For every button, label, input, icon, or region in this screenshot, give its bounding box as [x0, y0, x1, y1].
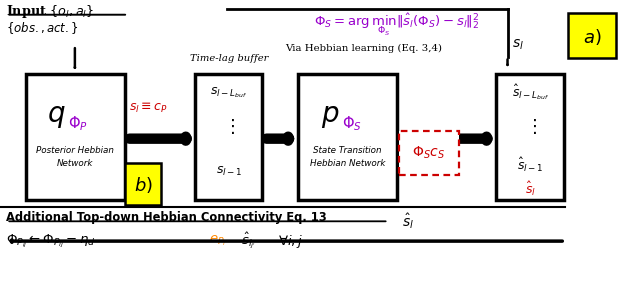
- Text: Time-lag buffer: Time-lag buffer: [190, 54, 268, 63]
- Text: $\Phi_P$: $\Phi_P$: [68, 115, 88, 133]
- Text: $\hat{s}_l$: $\hat{s}_l$: [403, 212, 414, 231]
- FancyBboxPatch shape: [496, 74, 564, 200]
- Text: $b)$: $b)$: [134, 175, 153, 195]
- Text: $s_l$: $s_l$: [512, 37, 524, 52]
- Text: State Transition: State Transition: [313, 146, 382, 155]
- Text: $\vdots$: $\vdots$: [223, 117, 235, 136]
- Text: $\{obs., act.\}$: $\{obs., act.\}$: [6, 20, 79, 36]
- Text: $s_{l-L_{buf}}$: $s_{l-L_{buf}}$: [211, 85, 248, 100]
- Text: Input $\{o_l, a_l\}$: Input $\{o_l, a_l\}$: [6, 3, 95, 20]
- Text: Via Hebbian learning (Eq. 3,4): Via Hebbian learning (Eq. 3,4): [285, 44, 442, 53]
- FancyBboxPatch shape: [26, 74, 125, 200]
- Text: $p$: $p$: [321, 102, 340, 130]
- Text: $\hat{s}_{l-1}$: $\hat{s}_{l-1}$: [517, 156, 544, 174]
- Text: $\vdots$: $\vdots$: [525, 117, 536, 136]
- Text: $\forall i, j$: $\forall i, j$: [278, 233, 303, 250]
- Text: $a)$: $a)$: [583, 27, 601, 47]
- Text: $e_{P_i}$: $e_{P_i}$: [209, 234, 227, 248]
- Text: $\hat{s}_{l_{j'}}$: $\hat{s}_{l_{j'}}$: [241, 231, 256, 251]
- Text: $s_l \equiv c_P$: $s_l \equiv c_P$: [129, 101, 168, 115]
- Text: $\hat{s}_l$: $\hat{s}_l$: [525, 180, 536, 198]
- Text: Posterior Hebbian: Posterior Hebbian: [36, 146, 114, 155]
- Text: $\hat{s}_{l-L_{buf}}$: $\hat{s}_{l-L_{buf}}$: [512, 83, 549, 102]
- Text: Hebbian Network: Hebbian Network: [310, 159, 385, 168]
- FancyBboxPatch shape: [125, 163, 161, 205]
- FancyBboxPatch shape: [298, 74, 397, 200]
- Text: Network: Network: [56, 159, 93, 168]
- Text: $\Phi_S = \arg\min_{\Phi_S}\|\hat{s}_l(\Phi_S) - s_l\|_2^2$: $\Phi_S = \arg\min_{\Phi_S}\|\hat{s}_l(\…: [314, 12, 479, 38]
- Text: $\Phi_S c_S$: $\Phi_S c_S$: [412, 145, 445, 161]
- FancyBboxPatch shape: [195, 74, 262, 200]
- FancyBboxPatch shape: [399, 131, 459, 175]
- Text: Additional Top-down Hebbian Connectivity Eq. 13: Additional Top-down Hebbian Connectivity…: [6, 211, 327, 224]
- Text: $\Phi_{P_{ij}} \leftarrow \Phi_{P_{ij}} - \eta_d$: $\Phi_{P_{ij}} \leftarrow \Phi_{P_{ij}} …: [6, 233, 96, 250]
- Text: $s_{l-1}$: $s_{l-1}$: [216, 165, 243, 178]
- Text: $q$: $q$: [47, 102, 65, 130]
- FancyBboxPatch shape: [568, 13, 616, 58]
- Text: $\Phi_S$: $\Phi_S$: [342, 115, 362, 133]
